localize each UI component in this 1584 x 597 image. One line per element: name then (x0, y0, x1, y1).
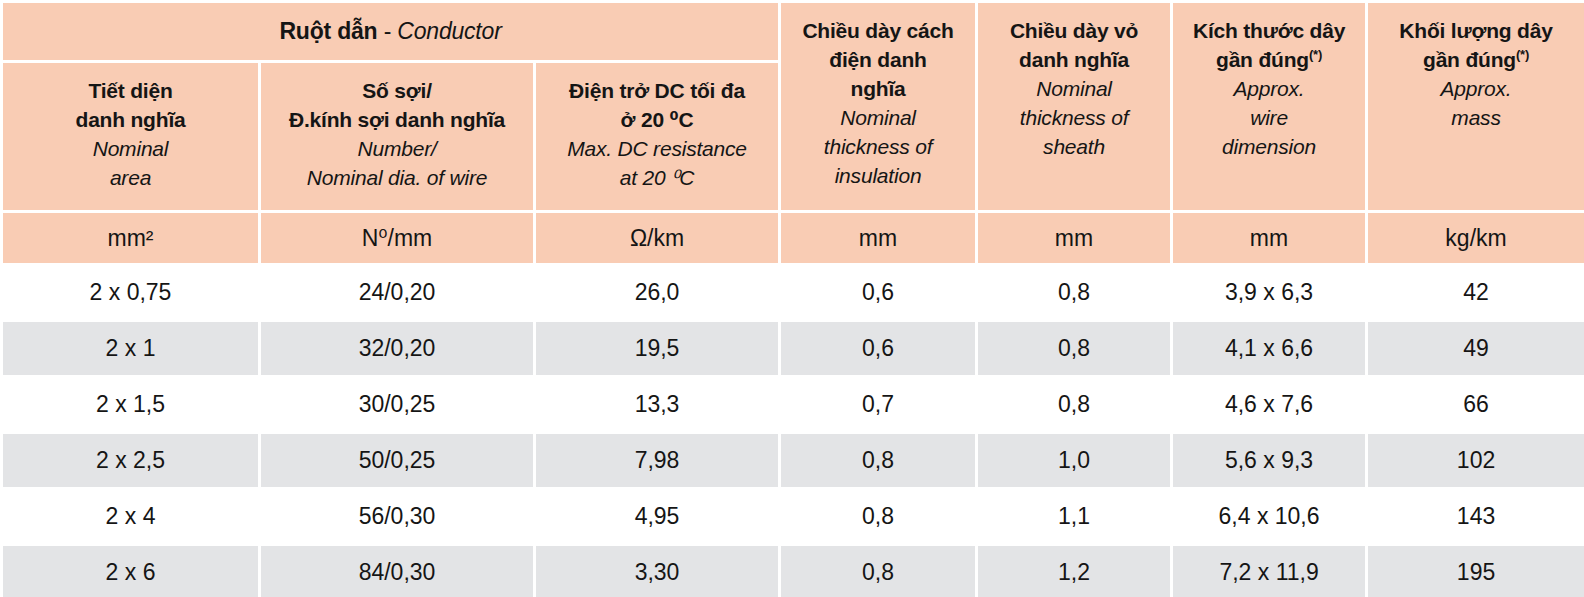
col-header-en: Nominal thickness of sheath (982, 74, 1166, 161)
data-cell: 1,2 (977, 545, 1172, 597)
data-cell: 3,30 (535, 545, 780, 597)
data-cell: 195 (1367, 545, 1584, 597)
col-header-vi: Tiết diện danh nghĩa (7, 76, 254, 134)
col-header-mass: Khối lượng dây gần đúng(*) Approx. mass (1367, 2, 1584, 212)
table-row: 2 x 4 56/0,30 4,95 0,8 1,1 6,4 x 10,6 14… (2, 489, 1584, 545)
data-cell: 7,98 (535, 433, 780, 489)
data-cell: 0,7 (780, 377, 977, 433)
col-header-footnote-marker: (*) (1516, 47, 1529, 62)
data-cell: 1,1 (977, 489, 1172, 545)
unit-cell-sheath: mm (977, 212, 1172, 265)
data-cell: 0,8 (780, 433, 977, 489)
data-cell: 32/0,20 (260, 321, 535, 377)
group-header-conductor: Ruột dẫn - Conductor (2, 2, 780, 62)
table-row: 2 x 1 32/0,20 19,5 0,6 0,8 4,1 x 6,6 49 (2, 321, 1584, 377)
table-header: Ruột dẫn - Conductor Chiều dày cách điện… (2, 2, 1584, 265)
col-header-number-diameter: Số sợi/ Đ.kính sợi danh nghĩa Number/ No… (260, 62, 535, 212)
data-cell: 6,4 x 10,6 (1172, 489, 1367, 545)
data-cell: 84/0,30 (260, 545, 535, 597)
group-header-row: Ruột dẫn - Conductor Chiều dày cách điện… (2, 2, 1584, 62)
data-cell: 2 x 1,5 (2, 377, 260, 433)
data-cell: 4,95 (535, 489, 780, 545)
unit-cell-area: mm² (2, 212, 260, 265)
data-cell: 56/0,30 (260, 489, 535, 545)
col-header-en: Nominal area (7, 134, 254, 192)
units-row: mm² N⁰/mm Ω/km mm mm mm kg/km (2, 212, 1584, 265)
data-cell: 2 x 2,5 (2, 433, 260, 489)
data-cell: 26,0 (535, 265, 780, 321)
data-cell: 42 (1367, 265, 1584, 321)
data-cell: 143 (1367, 489, 1584, 545)
col-header-vi: Số sợi/ Đ.kính sợi danh nghĩa (265, 76, 529, 134)
col-header-vi-text: Khối lượng dây gần đúng (1399, 19, 1552, 71)
col-header-en: Approx. mass (1372, 74, 1580, 132)
col-header-nominal-area: Tiết diện danh nghĩa Nominal area (2, 62, 260, 212)
data-cell: 50/0,25 (260, 433, 535, 489)
data-cell: 0,8 (780, 545, 977, 597)
table-row: 2 x 2,5 50/0,25 7,98 0,8 1,0 5,6 x 9,3 1… (2, 433, 1584, 489)
unit-cell-dimension: mm (1172, 212, 1367, 265)
data-cell: 4,1 x 6,6 (1172, 321, 1367, 377)
data-cell: 1,0 (977, 433, 1172, 489)
data-cell: 5,6 x 9,3 (1172, 433, 1367, 489)
col-header-vi-text: Chiều dày vỏ danh nghĩa (1010, 19, 1138, 71)
col-header-vi-text: Tiết diện danh nghĩa (76, 79, 186, 131)
unit-cell-resistance: Ω/km (535, 212, 780, 265)
data-cell: 7,2 x 11,9 (1172, 545, 1367, 597)
group-header-vi: Ruột dẫn (279, 18, 377, 44)
data-cell: 0,8 (977, 321, 1172, 377)
col-header-vi-text: Số sợi/ Đ.kính sợi danh nghĩa (289, 79, 505, 131)
table-row: 2 x 0,75 24/0,20 26,0 0,6 0,8 3,9 x 6,3 … (2, 265, 1584, 321)
col-header-vi: Kích thước dây gần đúng(*) (1177, 16, 1361, 74)
data-cell: 0,6 (780, 321, 977, 377)
col-header-en: Max. DC resistance at 20 ⁰C (540, 134, 774, 192)
data-cell: 0,8 (977, 377, 1172, 433)
data-cell: 24/0,20 (260, 265, 535, 321)
data-cell: 0,6 (780, 265, 977, 321)
cable-spec-table: Ruột dẫn - Conductor Chiều dày cách điện… (0, 0, 1584, 597)
data-cell: 13,3 (535, 377, 780, 433)
col-header-sheath-thickness: Chiều dày vỏ danh nghĩa Nominal thicknes… (977, 2, 1172, 212)
col-header-en: Number/ Nominal dia. of wire (265, 134, 529, 192)
col-header-footnote-marker: (*) (1309, 47, 1322, 62)
col-header-wire-dimension: Kích thước dây gần đúng(*) Approx. wire … (1172, 2, 1367, 212)
col-header-en: Approx. wire dimension (1177, 74, 1361, 161)
table-body: 2 x 0,75 24/0,20 26,0 0,6 0,8 3,9 x 6,3 … (2, 265, 1584, 597)
data-cell: 2 x 0,75 (2, 265, 260, 321)
data-cell: 19,5 (535, 321, 780, 377)
col-header-en: Nominal thickness of insulation (785, 103, 971, 190)
col-header-dc-resistance: Điện trở DC tối đa ở 20 ⁰C Max. DC resis… (535, 62, 780, 212)
data-cell: 2 x 4 (2, 489, 260, 545)
col-header-insulation-thickness: Chiều dày cách điện danh nghĩa Nominal t… (780, 2, 977, 212)
data-cell: 3,9 x 6,3 (1172, 265, 1367, 321)
col-header-vi-text: Kích thước dây gần đúng (1193, 19, 1345, 71)
col-header-vi: Khối lượng dây gần đúng(*) (1372, 16, 1580, 74)
col-header-vi-text: Điện trở DC tối đa ở 20 ⁰C (569, 79, 745, 131)
data-cell: 30/0,25 (260, 377, 535, 433)
data-cell: 102 (1367, 433, 1584, 489)
data-cell: 2 x 6 (2, 545, 260, 597)
data-cell: 0,8 (780, 489, 977, 545)
data-cell: 0,8 (977, 265, 1172, 321)
col-header-vi-text: Chiều dày cách điện danh nghĩa (802, 19, 953, 100)
table-row: 2 x 6 84/0,30 3,30 0,8 1,2 7,2 x 11,9 19… (2, 545, 1584, 597)
col-header-vi: Chiều dày vỏ danh nghĩa (982, 16, 1166, 74)
group-header-separator: - (377, 18, 397, 44)
col-header-vi: Điện trở DC tối đa ở 20 ⁰C (540, 76, 774, 134)
table-row: 2 x 1,5 30/0,25 13,3 0,7 0,8 4,6 x 7,6 6… (2, 377, 1584, 433)
data-cell: 4,6 x 7,6 (1172, 377, 1367, 433)
data-cell: 49 (1367, 321, 1584, 377)
unit-cell-number-diameter: N⁰/mm (260, 212, 535, 265)
group-header-en: Conductor (397, 18, 501, 44)
data-cell: 66 (1367, 377, 1584, 433)
unit-cell-mass: kg/km (1367, 212, 1584, 265)
data-cell: 2 x 1 (2, 321, 260, 377)
unit-cell-insulation: mm (780, 212, 977, 265)
col-header-vi: Chiều dày cách điện danh nghĩa (785, 16, 971, 103)
